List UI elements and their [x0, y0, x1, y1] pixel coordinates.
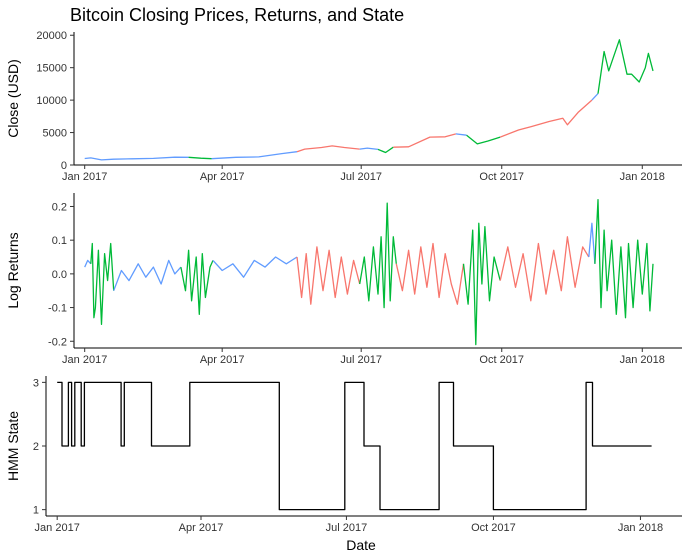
x-tick-label: Jan 2018	[620, 171, 665, 183]
series-line-state-2	[84, 259, 92, 268]
y-tick-label: 2	[33, 441, 39, 453]
y-tick-label: 15000	[36, 63, 67, 75]
x-tick-label: Jan 2017	[62, 171, 107, 183]
series-line-state-3	[466, 134, 501, 145]
panel-1: 0 5000 10000 15000 20000 Jan 2017 Apr 2017 Jul …	[5, 30, 682, 183]
x-tick-label: Jul 2017	[340, 171, 382, 183]
y-axis-title: HMM State	[5, 411, 21, 481]
x-tick-label: Oct 2017	[471, 522, 516, 534]
series-line-state-1	[499, 99, 593, 138]
chart-panels: 0 5000 10000 15000 20000 Jan 2017 Apr 2017 Jul …	[5, 30, 682, 534]
series-line-state-2	[211, 151, 298, 160]
x-tick-label: Apr 2017	[200, 354, 245, 366]
y-axis-title: Log Returns	[5, 232, 21, 308]
x-tick-label: Oct 2017	[479, 171, 524, 183]
series-line-state-3	[597, 39, 654, 94]
panel-3: 1 2 3 Jan 2017 Apr 2017 Jul 2017 Oct 2017 Jan 2…	[5, 376, 682, 534]
x-tick-label: Jan 2018	[620, 354, 665, 366]
x-axis-title: Date	[346, 537, 376, 553]
x-tick-label: Apr 2017	[200, 171, 245, 183]
x-tick-label: Apr 2017	[179, 522, 224, 534]
series-line-state-3	[377, 146, 394, 154]
series-line-state-2	[588, 222, 596, 264]
y-tick-label: 0.0	[52, 269, 67, 281]
y-tick-label: -0.1	[48, 303, 67, 315]
series-line-state-1	[296, 145, 360, 153]
x-tick-label: Jul 2017	[340, 354, 382, 366]
y-tick-label: 0.2	[52, 201, 67, 213]
series-line-state-3	[359, 202, 397, 309]
series-line-state-2	[359, 147, 379, 151]
series-line-state-3	[462, 222, 501, 346]
series-line-state-1	[395, 242, 465, 305]
series-line-state-2	[84, 156, 189, 161]
y-axis-title: Close (USD)	[5, 59, 21, 138]
series-line-state-3	[180, 249, 214, 315]
y-tick-label: 1	[33, 505, 39, 517]
y-tick-label: 0	[61, 160, 67, 172]
series-line-state-1	[499, 236, 590, 302]
chart-title: Bitcoin Closing Prices, Returns, and Sta…	[70, 5, 404, 25]
series-line-state-2	[455, 133, 467, 136]
series-line-state-3	[188, 156, 212, 160]
series-line-state-2	[113, 259, 182, 291]
series-line-state-3	[90, 242, 115, 326]
series-line-state-3	[594, 199, 654, 319]
x-tick-label: Jan 2017	[35, 522, 80, 534]
x-tick-label: Jul 2017	[326, 522, 368, 534]
x-tick-label: Oct 2017	[479, 354, 524, 366]
y-tick-label: -0.2	[48, 336, 67, 348]
y-tick-label: 3	[33, 377, 39, 389]
series-line-state-1	[393, 133, 457, 148]
panel-2: -0.2 -0.1 0.0 0.1 0.2 Jan 2017 Apr 2017 Jul 201…	[5, 193, 682, 366]
series-line-state-2	[591, 93, 599, 101]
y-tick-label: 5000	[43, 128, 67, 140]
series-line-state-2	[212, 256, 298, 278]
hmm-state-line	[57, 381, 652, 511]
y-tick-label: 20000	[36, 30, 67, 42]
y-tick-label: 0.1	[52, 235, 67, 247]
y-tick-label: 10000	[36, 95, 67, 107]
series-line-state-1	[296, 246, 361, 305]
x-tick-label: Jan 2017	[62, 354, 107, 366]
x-tick-label: Jan 2018	[618, 522, 663, 534]
